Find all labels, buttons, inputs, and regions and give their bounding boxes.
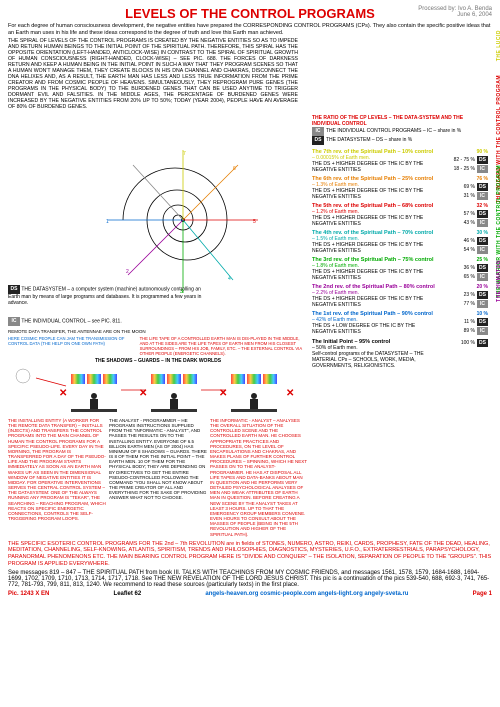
moon-label: REMOTE DATA TRANSFER, THE ANTENNAE ARE O… <box>8 329 308 334</box>
intro-text: For each degree of human consciousness d… <box>8 23 492 36</box>
footer-messages: See messages 819 – 847 – THE SPIRITUAL P… <box>8 570 492 588</box>
spiral-diagram: 7 6 5 4 3 2 1 <box>98 145 268 295</box>
guards-figures: ✕ ✕ ✕ ✕ <box>8 366 308 416</box>
svg-text:✕: ✕ <box>286 388 294 399</box>
rev-item: The 1st rev. of the Spiritual Path – 90%… <box>312 311 488 335</box>
leaflet-number: Leaflet 62 <box>114 591 142 597</box>
processed-date: June 6, 2004 <box>418 12 492 18</box>
svg-text:7: 7 <box>183 151 186 157</box>
shadows-label: THE SHADOWS – GUARDS – IN THE DARK WORLD… <box>8 358 308 364</box>
ratio-ic: THE INDIVIDUAL CONTROL PROGRAMS – IC – s… <box>326 128 461 134</box>
initial-desc: Self-control programs of the DATASYSTEM … <box>312 351 442 369</box>
col-c: THE INFORMATIC - ANALYST – ANALYSES THE … <box>210 418 308 537</box>
ds-badge: DS <box>8 285 20 294</box>
svg-text:2: 2 <box>126 269 129 275</box>
rev-item: The 4th rev. of the Spiritual Path – 70%… <box>312 230 488 254</box>
ratio-heading: THE RATIO OF THE CP LEVELS – THE DATA-SY… <box>312 115 488 127</box>
rev-item: The 2nd rev. of the Spiritual Path – 80%… <box>312 284 488 308</box>
vlabel-humaton: THE HUMATON <box>496 260 500 302</box>
rev-item: The 3rd rev. of the Spiritual Path – 75%… <box>312 257 488 281</box>
pic-number: Pic. 1243 X EN <box>8 591 49 597</box>
col-a: THE INSTALLING ENTITY (A WORKER FOR THE … <box>8 418 106 537</box>
jam-label: HERE COSMIC PEOPLE CAN JAM THE TRANSMISS… <box>8 336 138 356</box>
svg-text:4: 4 <box>228 276 231 282</box>
ic-label-text: THE INDIVIDUAL CONTROL – see PIC. 811. <box>21 318 121 324</box>
svg-text:6: 6 <box>233 166 236 172</box>
rev-item: The 6th rev. of the Spiritual Path – 25%… <box>312 176 488 200</box>
vlabel-lucid: THE LUCID <box>496 30 500 61</box>
footer-links-sites: angels-heaven.org cosmic-people.com ange… <box>205 591 408 597</box>
ic-badge: IC <box>8 317 20 326</box>
lifetape-label: THE LIFE TAPE OF A CONTROLLED EARTH MAN … <box>140 336 308 356</box>
col-b: THE ANALYST - PROGRAMMER – HE PROGRAMS I… <box>109 418 207 537</box>
svg-text:✕: ✕ <box>59 388 67 399</box>
ds-label-text: THE DATASYSTEM – a computer system (mach… <box>8 286 201 306</box>
page-number: Page 1 <box>473 591 492 597</box>
main-paragraph: THE SPIRAL OF LEVELS OF THE CONTROL PROG… <box>8 39 298 111</box>
footer-esoteric: THE SPECIFIC ESOTERIC CONTROL PROGRAMS F… <box>8 541 492 567</box>
rev-item: The 5th rev. of the Spiritual Path – 68%… <box>312 203 488 227</box>
svg-text:1: 1 <box>106 219 109 225</box>
rev-item: The 7th rev. of the Spiritual Path – 10%… <box>312 149 488 173</box>
svg-text:5: 5 <box>253 219 256 225</box>
ratio-ds: THE DATASYSTEM – DS – share in % <box>326 137 412 143</box>
